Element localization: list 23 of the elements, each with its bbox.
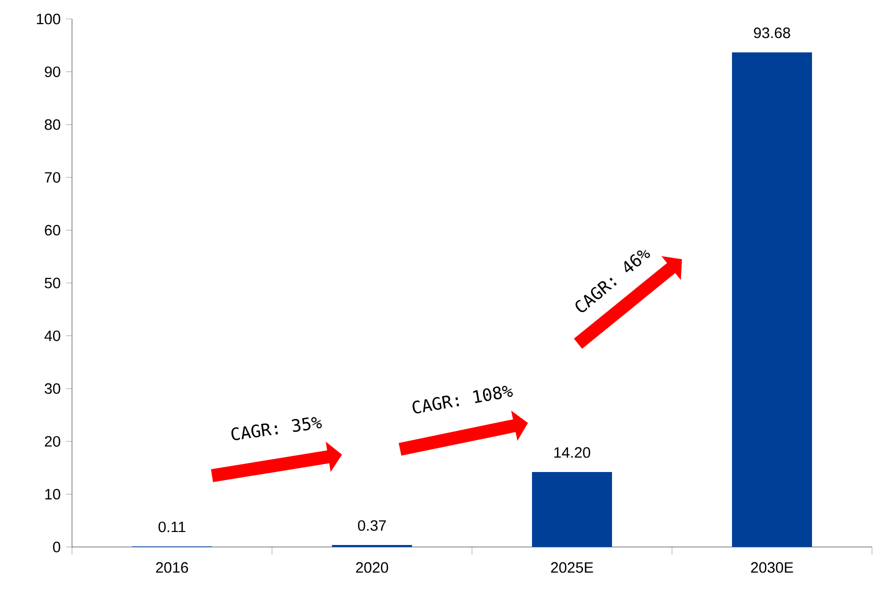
y-tick-label: 0 — [53, 542, 60, 552]
bar — [532, 472, 612, 547]
y-tick-label: 10 — [45, 488, 60, 500]
data-label: 0.11 — [158, 522, 186, 532]
y-tick-label: 20 — [44, 436, 60, 447]
data-label: 93.68 — [754, 28, 790, 38]
y-tick-label: 80 — [44, 119, 60, 130]
data-label: 14.20 — [554, 447, 590, 458]
y-tick-label: 60 — [44, 224, 60, 236]
y-tick-label: 30 — [44, 383, 60, 394]
x-tick-label: 2016 — [156, 562, 188, 573]
y-tick-label: 90 — [44, 66, 60, 78]
x-tick-label: 2025E — [551, 562, 594, 573]
y-tick-label: 40 — [44, 330, 60, 342]
bar — [732, 52, 812, 547]
x-tick-label: 2020 — [356, 562, 388, 573]
annotation: CAGR: 35% — [231, 417, 322, 440]
y-tick-label: 50 — [44, 278, 60, 288]
data-label: 0.37 — [358, 520, 386, 531]
y-tick-label: 70 — [44, 172, 60, 183]
annotation: CAGR: 108% — [412, 386, 513, 414]
x-tick-label: 2030E — [751, 562, 794, 573]
y-tick-label: 100 — [36, 14, 60, 24]
